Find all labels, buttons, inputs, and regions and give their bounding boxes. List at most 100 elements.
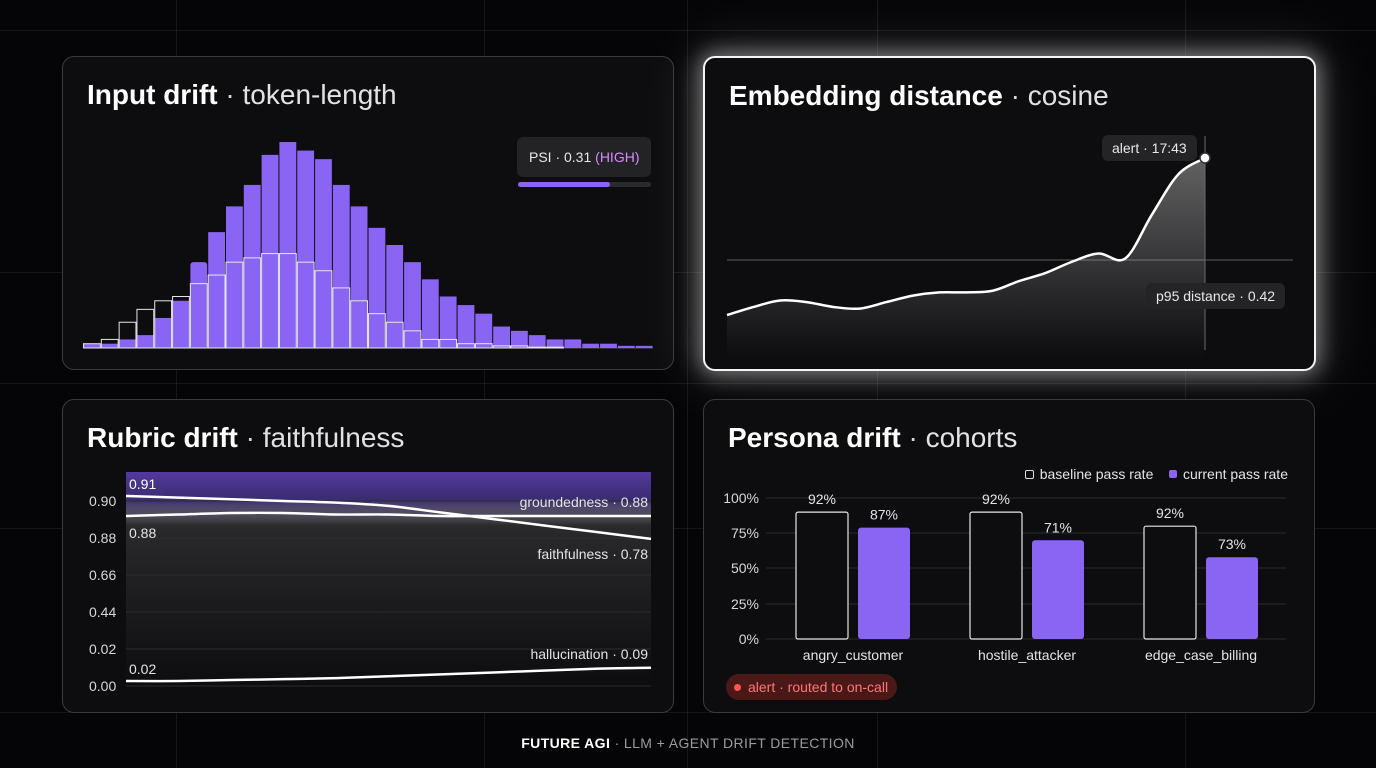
current-bar (315, 159, 332, 348)
current-bar-edge_case_billing (1206, 557, 1258, 639)
current-bar (279, 142, 297, 348)
series-line-groundedness (125, 511, 651, 518)
y-tick-label: 0% (739, 631, 759, 647)
distance-series-line (726, 156, 1206, 317)
rubric-drift-panel: Rubric drift · faithfulness 0.90 0.88 0.66… (62, 399, 674, 713)
current-bar (368, 227, 386, 348)
y-tick-label: 0.44 (89, 604, 116, 620)
hallucination-start-label: 0.02 (129, 661, 156, 677)
baseline-bar (83, 343, 101, 349)
groundedness-end-label: groundedness · 0.88 (520, 494, 649, 510)
y-tick-label: 0.02 (89, 641, 116, 657)
title-separator: · (908, 422, 918, 453)
input-drift-panel: Input drift · token-length PSI · 0.31 (H… (62, 56, 674, 370)
y-tick-label: 0.90 (89, 493, 116, 509)
distance-area-fill (727, 158, 1205, 358)
legend-baseline-label: baseline pass rate (1039, 466, 1154, 482)
title-main: Embedding distance (729, 80, 1003, 111)
current-bar (457, 305, 475, 348)
current-bar (439, 296, 457, 348)
baseline-bar (207, 274, 226, 349)
current-bar (297, 150, 315, 348)
baseline-bar (136, 308, 155, 349)
current-bar (136, 335, 154, 348)
series-line-faithfulness (125, 494, 652, 541)
title-main: Persona drift (728, 422, 901, 453)
current-value-label: 73% (1218, 536, 1246, 552)
psi-status: (HIGH) (595, 149, 640, 165)
baseline-bar-hostile_attacker (969, 511, 1023, 640)
baseline-bar (278, 253, 297, 349)
rubric-band-background (126, 472, 651, 686)
alert-point (1199, 152, 1211, 164)
psi-progress-fill (518, 182, 610, 187)
baseline-bar (243, 257, 262, 349)
panel-title: Rubric drift · faithfulness (87, 422, 404, 454)
baseline-bar (350, 300, 368, 349)
embedding-distance-panel: Embedding distance · cosine alert · 17:4… (703, 56, 1316, 371)
baseline-bar (421, 338, 440, 349)
rubric-drift-chart: 0.90 0.88 0.66 0.44 0.02 0.00 0.91 0.88 0.02 grou… (89, 472, 652, 694)
current-bar (226, 206, 243, 348)
y-tick-label: 75% (731, 525, 759, 541)
baseline-bar (314, 270, 333, 349)
current-bar (332, 184, 350, 348)
current-bar (421, 279, 439, 348)
baseline-bar (474, 343, 493, 349)
on-call-alert-badge[interactable]: alert · routed to on-call (726, 674, 898, 700)
current-bar (617, 345, 635, 348)
current-bar (208, 232, 225, 348)
current-value-label: 87% (870, 507, 898, 523)
current-bar (350, 206, 368, 348)
baseline-bar (172, 296, 190, 349)
baseline-bar (368, 313, 386, 349)
p95-distance-label: p95 distance · 0.42 (1146, 283, 1286, 309)
psi-badge: PSI · 0.31 (HIGH) (517, 137, 651, 177)
category-label: angry_customer (803, 647, 904, 663)
groundedness-start-label: 0.88 (129, 525, 156, 541)
current-bar (546, 339, 564, 348)
title-sub: token-length (242, 79, 397, 110)
baseline-bar-angry_customer (795, 511, 849, 640)
baseline-bar (100, 338, 119, 349)
baseline-bar (332, 287, 351, 349)
footer-brand: FUTURE AGI (521, 735, 611, 751)
y-tick-label: 0.66 (89, 567, 116, 583)
current-bar (119, 339, 136, 348)
faithfulness-start-label: 0.91 (129, 476, 156, 492)
series-line-hallucination (125, 666, 652, 683)
current-bar (493, 326, 510, 348)
current-bar (172, 300, 190, 348)
current-bar (101, 343, 119, 348)
y-tick-label: 0.00 (89, 678, 116, 694)
category-label: edge_case_billing (1145, 647, 1257, 663)
footer-text: · LLM + AGENT DRIFT DETECTION (610, 735, 855, 751)
current-bar (475, 313, 493, 348)
baseline-bar (403, 330, 422, 349)
baseline-bar (118, 321, 137, 349)
title-sub: cosine (1027, 80, 1109, 111)
legend-current-swatch (1168, 470, 1177, 479)
baseline-bar (261, 253, 279, 349)
psi-progress-bar (518, 182, 651, 187)
baseline-bar (439, 338, 458, 349)
baseline-bar (546, 346, 564, 349)
y-tick-label: 25% (731, 596, 759, 612)
current-bar (564, 339, 582, 348)
baseline-bar (225, 261, 244, 349)
y-tick-label: 50% (731, 560, 759, 576)
psi-value: PSI · 0.31 (529, 149, 592, 165)
baseline-bar (457, 343, 475, 349)
legend-baseline-swatch (1024, 469, 1034, 479)
alert-marker-label: alert · 17:43 (1102, 135, 1197, 161)
baseline-bar (510, 345, 529, 349)
current-bar (154, 317, 172, 348)
title-separator: · (225, 79, 235, 110)
current-bar (404, 262, 421, 348)
current-bar (582, 343, 600, 348)
alert-dot-icon (734, 683, 741, 691)
legend-current-label: current pass rate (1182, 466, 1288, 482)
persona-drift-panel: Persona drift · cohorts baseline pass ra… (703, 399, 1315, 713)
baseline-bar (385, 321, 404, 349)
title-separator: · (245, 422, 255, 453)
